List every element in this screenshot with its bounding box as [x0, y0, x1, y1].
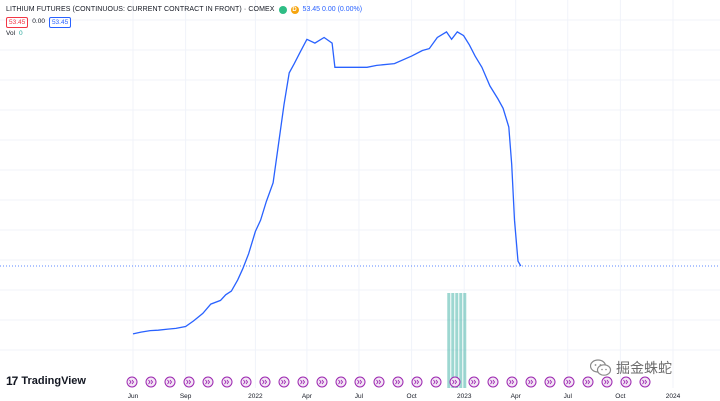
chart-legend: LITHIUM FUTURES (CONTINUOUS: CURRENT CON…	[6, 4, 362, 40]
event-marker-icon[interactable]	[506, 376, 518, 388]
event-marker-icon[interactable]	[487, 376, 499, 388]
x-tick-label: Apr	[302, 393, 313, 400]
watermark: 掘金蛛蛇	[590, 358, 672, 378]
x-tick-label: Oct	[407, 393, 417, 400]
event-marker-icon[interactable]	[563, 376, 575, 388]
event-marker-icon[interactable]	[278, 376, 290, 388]
event-marker-icon[interactable]	[240, 376, 252, 388]
x-tick-label: Oct	[615, 393, 625, 400]
event-marker-icon[interactable]	[430, 376, 442, 388]
legend-row-volume: Vol 0	[6, 28, 362, 40]
event-markers[interactable]	[126, 376, 651, 388]
x-tick-label: Jun	[128, 393, 139, 400]
x-axis: JunSep2022AprJulOct2023AprJulOct2024Apr	[128, 393, 720, 400]
tradingview-logo-icon: 17	[6, 374, 18, 388]
event-marker-icon[interactable]	[145, 376, 157, 388]
event-marker-icon[interactable]	[183, 376, 195, 388]
event-marker-icon[interactable]	[221, 376, 233, 388]
event-marker-icon[interactable]	[164, 376, 176, 388]
event-marker-icon[interactable]	[202, 376, 214, 388]
event-marker-icon[interactable]	[316, 376, 328, 388]
volume-bar	[447, 293, 451, 388]
volume-bar	[463, 293, 467, 388]
volume-value: 0	[19, 30, 23, 37]
volume-bars	[447, 293, 467, 388]
legend-row-quote: 53.45 0.00 53.45	[6, 16, 362, 28]
price-series-line[interactable]	[132, 31, 522, 335]
event-marker-icon[interactable]	[639, 376, 651, 388]
event-marker-icon[interactable]	[411, 376, 423, 388]
last-price-change: 53.45 0.00 (0.00%)	[302, 6, 363, 13]
delayed-data-icon[interactable]: D	[290, 6, 299, 14]
x-tick-label: 2022	[248, 393, 263, 400]
event-marker-icon[interactable]	[373, 376, 385, 388]
event-marker-icon[interactable]	[468, 376, 480, 388]
bid-price: 53.45	[6, 16, 29, 28]
x-tick-label: Jul	[355, 393, 364, 400]
legend-row-symbol: LITHIUM FUTURES (CONTINUOUS: CURRENT CON…	[6, 4, 362, 16]
volume-bar	[459, 293, 463, 388]
volume-label: Vol	[6, 30, 16, 37]
event-marker-icon[interactable]	[126, 376, 138, 388]
x-tick-label: Sep	[180, 393, 192, 400]
event-marker-icon[interactable]	[259, 376, 271, 388]
event-marker-icon[interactable]	[449, 376, 461, 388]
event-marker-icon[interactable]	[620, 376, 632, 388]
market-closed-dot-icon	[278, 6, 287, 14]
x-tick-label: 2023	[457, 393, 472, 400]
x-tick-label: Apr	[511, 393, 522, 400]
event-marker-icon[interactable]	[392, 376, 404, 388]
x-tick-label: Jul	[564, 393, 573, 400]
volume-bar	[451, 293, 455, 388]
event-marker-icon[interactable]	[354, 376, 366, 388]
tradingview-logo[interactable]: 17 TradingView	[6, 374, 86, 388]
event-marker-icon[interactable]	[544, 376, 556, 388]
symbol-title[interactable]: LITHIUM FUTURES (CONTINUOUS: CURRENT CON…	[6, 6, 275, 13]
ask-price: 53.45	[48, 16, 72, 28]
volume-bar	[455, 293, 459, 388]
event-marker-icon[interactable]	[335, 376, 347, 388]
event-marker-icon[interactable]	[601, 376, 613, 388]
x-tick-label: 2024	[666, 393, 681, 400]
spread-value: 0.00	[32, 18, 45, 25]
watermark-text: 掘金蛛蛇	[616, 361, 672, 377]
wechat-icon	[590, 359, 612, 376]
tradingview-logo-text: TradingView	[21, 375, 86, 387]
event-marker-icon[interactable]	[297, 376, 309, 388]
chart-grid	[0, 0, 720, 388]
event-marker-icon[interactable]	[582, 376, 594, 388]
event-marker-icon[interactable]	[525, 376, 537, 388]
